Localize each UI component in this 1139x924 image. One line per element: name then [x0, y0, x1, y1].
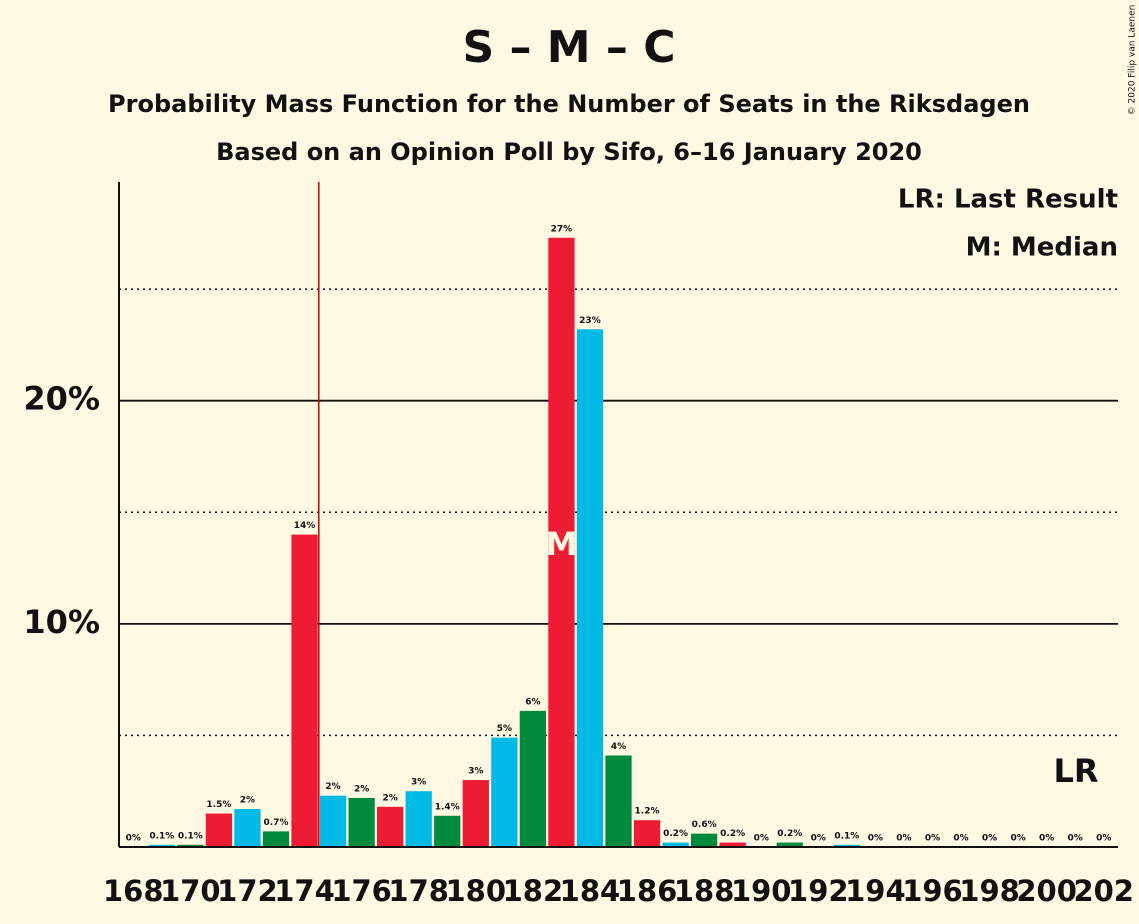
value-label: 0% [925, 834, 940, 844]
value-label: 0% [754, 834, 769, 844]
bar [491, 737, 518, 847]
bar [605, 755, 632, 847]
bar [776, 842, 803, 847]
copyright: © 2020 Filip van Laenen [1128, 5, 1138, 116]
bar [405, 791, 432, 847]
value-label: 0% [896, 834, 911, 844]
value-label: 23% [579, 316, 601, 326]
value-label: 0.1% [178, 831, 203, 841]
value-label: 0.6% [692, 820, 717, 830]
bar [462, 780, 489, 847]
x-tick-label: 188 [674, 874, 735, 908]
value-label: 0% [126, 834, 141, 844]
value-label: 0.7% [264, 818, 289, 828]
bar [576, 329, 604, 848]
chart-title: S – M – C [462, 22, 675, 73]
bar [234, 809, 261, 847]
x-tick-label: 178 [388, 874, 449, 908]
legend-entry: LR: Last Result [898, 185, 1118, 215]
y-tick-label: 10% [23, 603, 100, 641]
median-marker: M [545, 525, 577, 563]
value-label: 0% [1068, 834, 1083, 844]
value-label: 0% [982, 834, 997, 844]
value-label: 27% [551, 224, 573, 234]
bar [633, 820, 661, 847]
value-label: 2% [383, 793, 398, 803]
legend-entry: M: Median [966, 233, 1118, 263]
value-label: 4% [611, 742, 626, 752]
y-tick-label: 20% [23, 380, 100, 418]
value-label: 2% [240, 796, 255, 806]
x-tick-label: 198 [959, 874, 1020, 908]
bar [690, 833, 718, 847]
last-result-label: LR [1053, 752, 1098, 790]
bar [662, 842, 689, 847]
bar [177, 844, 204, 847]
x-tick-label: 170 [160, 874, 221, 908]
x-tick-label: 200 [1016, 874, 1077, 908]
bar [833, 844, 860, 847]
x-tick-label: 192 [788, 874, 849, 908]
value-label: 2% [325, 782, 340, 792]
value-label: 1.5% [206, 800, 231, 810]
value-label: 0% [1039, 834, 1054, 844]
bar [205, 813, 233, 847]
value-label: 0% [953, 834, 968, 844]
bar [319, 795, 347, 847]
x-tick-label: 184 [560, 874, 621, 908]
bar [348, 797, 375, 847]
value-label: 14% [294, 521, 316, 531]
value-label: 0% [868, 834, 883, 844]
value-label: 0% [811, 834, 826, 844]
x-tick-label: 186 [617, 874, 678, 908]
bar [262, 831, 290, 847]
chart-subtitle: Probability Mass Function for the Number… [108, 90, 1030, 118]
bar [148, 844, 175, 847]
value-label: 6% [525, 697, 540, 707]
value-label: 2% [354, 784, 369, 794]
value-label: 1.2% [635, 807, 660, 817]
bar [377, 806, 404, 847]
value-label: 0.2% [720, 829, 745, 839]
x-tick-label: 196 [902, 874, 963, 908]
bar [291, 534, 318, 847]
value-label: 0.1% [834, 831, 859, 841]
x-tick-label: 174 [274, 874, 335, 908]
x-tick-label: 180 [446, 874, 507, 908]
value-label: 0.2% [663, 829, 688, 839]
x-tick-label: 182 [503, 874, 564, 908]
value-label: 1.4% [435, 802, 460, 812]
x-tick-label: 168 [103, 874, 164, 908]
x-tick-label: 172 [217, 874, 278, 908]
value-label: 0.2% [777, 829, 802, 839]
value-label: 0% [1096, 834, 1111, 844]
chart-subtitle: Based on an Opinion Poll by Sifo, 6–16 J… [216, 138, 922, 166]
value-label: 0% [1010, 834, 1025, 844]
x-tick-label: 190 [731, 874, 792, 908]
value-label: 5% [497, 724, 512, 734]
bar [719, 842, 746, 847]
bar [519, 710, 547, 847]
value-label: 0.1% [149, 831, 174, 841]
x-tick-label: 176 [331, 874, 392, 908]
x-tick-label: 194 [845, 874, 906, 908]
value-label: 3% [468, 767, 483, 777]
bar [548, 237, 575, 848]
value-label: 3% [411, 778, 426, 788]
bar [434, 815, 461, 847]
x-tick-label: 202 [1073, 874, 1134, 908]
